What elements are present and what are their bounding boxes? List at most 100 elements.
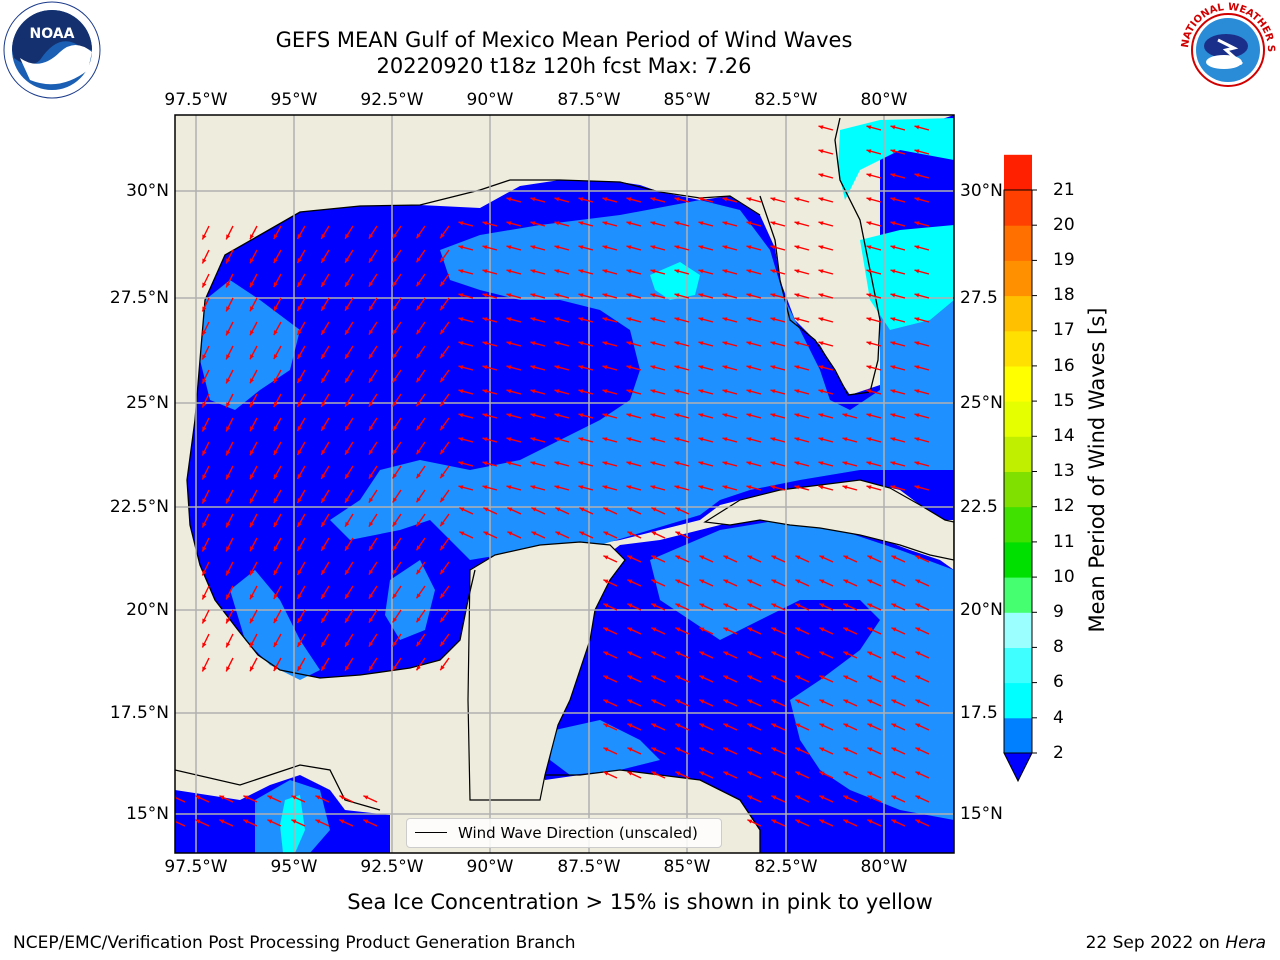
wind-arrow-head (771, 675, 777, 680)
wind-arrow-head (722, 389, 728, 394)
wind-arrow-head (866, 293, 872, 298)
wind-arrow-head (891, 723, 897, 728)
wind-arrow-head (458, 437, 464, 442)
wind-arrow-head (578, 389, 584, 394)
wind-arrow-head (321, 305, 326, 311)
wind-arrow-head (747, 579, 753, 584)
map-legend: Wind Wave Direction (unscaled) (406, 818, 722, 848)
wind-arrow-head (368, 257, 374, 263)
wind-arrow-head (273, 354, 278, 360)
wind-arrow-head (603, 627, 609, 632)
lat-tick-right: 22.5 (960, 497, 998, 517)
wind-arrow-head (345, 521, 350, 527)
lat-tick-left: 22.5°N (109, 497, 169, 517)
lat-tick-left: 20°N (126, 600, 169, 620)
wind-arrow-head (392, 257, 397, 263)
wind-arrow-head (794, 461, 800, 466)
wind-arrow-head (458, 341, 464, 346)
wind-arrow-head (273, 498, 278, 504)
wind-arrow-head (392, 305, 397, 311)
wind-arrow-head (698, 221, 704, 226)
wind-arrow-head (297, 594, 302, 599)
wind-arrow-head (914, 197, 920, 202)
wind-arrow-head (530, 269, 536, 274)
wind-arrow-head (202, 570, 207, 576)
wind-arrow-head (650, 269, 656, 274)
wind-arrow-head (603, 723, 609, 728)
wind-arrow-head (202, 642, 207, 648)
wind-arrow-head (675, 627, 681, 632)
wind-arrow-head (675, 531, 681, 536)
wind-arrow-head (650, 413, 656, 418)
wind-arrow-head (440, 569, 445, 575)
wind-arrow-head (440, 473, 445, 479)
wind-arrow (175, 796, 186, 803)
wind-arrow-head (440, 665, 445, 671)
wind-arrow-head (722, 269, 728, 274)
wind-arrow-head (297, 450, 302, 455)
wind-arrow-head (819, 603, 825, 608)
wind-arrow-head (440, 593, 445, 599)
wind-arrow-head (202, 354, 207, 360)
wind-arrow-head (416, 425, 421, 431)
wind-arrow-head (770, 437, 776, 442)
wind-arrow-head (345, 425, 350, 431)
wind-arrow-head (915, 771, 921, 776)
wind-arrow-head (746, 341, 752, 346)
lat-tick-left: 17.5°N (109, 703, 169, 723)
wind-arrow-head (914, 125, 920, 130)
wind-arrow-head (698, 485, 704, 490)
wind-arrow-head (771, 819, 777, 824)
wind-arrow-head (273, 474, 278, 480)
wind-arrow-head (226, 474, 231, 480)
colorbar (1003, 154, 1037, 783)
wind-arrow-head (602, 461, 608, 466)
wind-arrow-head (368, 473, 374, 479)
wind-arrow-head (202, 378, 207, 384)
wind-arrow-head (674, 269, 680, 274)
wind-arrow-head (321, 473, 326, 479)
wind-arrow-head (416, 281, 421, 287)
wind-arrow-head (891, 771, 897, 776)
wind-arrow-head (297, 330, 302, 335)
wind-arrow-head (651, 675, 657, 680)
wind-arrow-head (746, 293, 752, 298)
lon-tick-bottom: 92.5°W (360, 857, 424, 877)
wind-arrow-head (345, 641, 350, 647)
wind-arrow-head (315, 795, 321, 800)
footer-date-text: 22 Sep 2022 on (1085, 933, 1226, 953)
wind-arrow-head (458, 413, 464, 418)
wind-arrow-head (866, 173, 872, 178)
wind-arrow-head (698, 317, 704, 322)
wind-arrow-head (674, 389, 680, 394)
wind-arrow-head (416, 257, 421, 263)
wind-arrow-head (321, 641, 326, 647)
colorbar-tick: 8 (1053, 637, 1064, 657)
wind-arrow-head (674, 221, 680, 226)
wind-arrow-head (297, 498, 302, 503)
wind-arrow-head (915, 699, 921, 704)
wind-arrow-head (530, 365, 536, 370)
gulf-water-mid-west (200, 280, 300, 410)
wind-arrow-head (458, 365, 464, 370)
wind-arrow-head (723, 603, 729, 608)
wind-arrow-head (345, 473, 350, 479)
wind-arrow-head (603, 507, 609, 512)
wind-arrow-head (440, 497, 445, 503)
wind-arrow-head (226, 546, 231, 552)
wind-arrow-head (459, 507, 465, 512)
wind-arrow-head (554, 245, 560, 250)
wind-arrow-head (297, 258, 302, 263)
wind-arrow-head (698, 269, 704, 274)
wind-arrow-head (747, 795, 753, 800)
wind-arrow-head (321, 425, 326, 431)
colorbar-label: Mean Period of Wind Waves [s] (1085, 307, 1109, 633)
wind-arrow-head (651, 531, 657, 536)
wind-arrow-head (866, 485, 872, 490)
wind-arrow-head (699, 555, 705, 560)
wind-arrow-head (368, 281, 374, 287)
wind-arrow-head (578, 221, 584, 226)
wind-arrow-head (867, 579, 873, 584)
wind-arrow-head (321, 257, 326, 263)
wind-arrow-head (747, 819, 753, 824)
